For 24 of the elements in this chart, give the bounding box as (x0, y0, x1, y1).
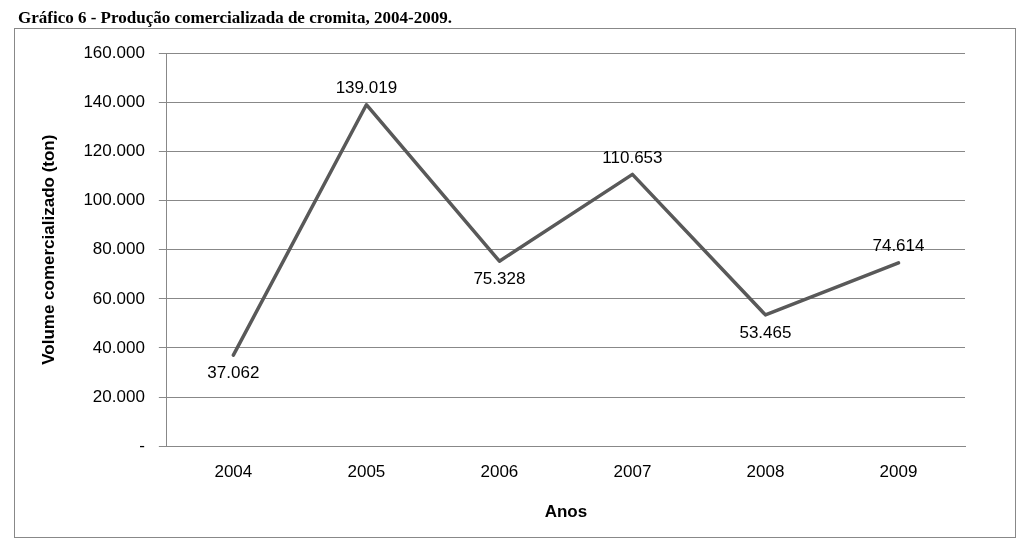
y-tick-label: 60.000 (92, 288, 145, 308)
x-axis-title: Anos (544, 502, 588, 522)
data-label: 74.614 (872, 236, 925, 256)
y-tick-label: 160.000 (83, 42, 145, 62)
data-label: 110.653 (602, 147, 663, 167)
data-label: 37.062 (207, 363, 260, 383)
y-tick-label: 100.000 (83, 190, 145, 210)
y-tick-label: 20.000 (92, 386, 145, 406)
chart-title: Gráfico 6 - Produção comercializada de cromita, 2004-2009. (17, 8, 453, 28)
x-tick-label: 2009 (879, 462, 918, 482)
y-tick-label: 120.000 (83, 141, 145, 161)
data-label: 139.019 (335, 77, 398, 97)
x-tick-label: 2005 (347, 462, 386, 482)
y-tick-label: 40.000 (92, 337, 145, 357)
x-tick-label: 2007 (613, 462, 652, 482)
x-tick-label: 2004 (214, 462, 253, 482)
x-tick-label: 2008 (746, 462, 785, 482)
y-axis-title: Volume comercializado (ton) (38, 134, 58, 365)
data-label: 75.328 (473, 269, 526, 289)
data-label: 53.465 (739, 323, 792, 343)
y-tick-label: 140.000 (83, 92, 145, 112)
y-tick-label: 80.000 (92, 239, 145, 259)
y-tick-label: - (139, 435, 145, 455)
x-tick-label: 2006 (480, 462, 519, 482)
